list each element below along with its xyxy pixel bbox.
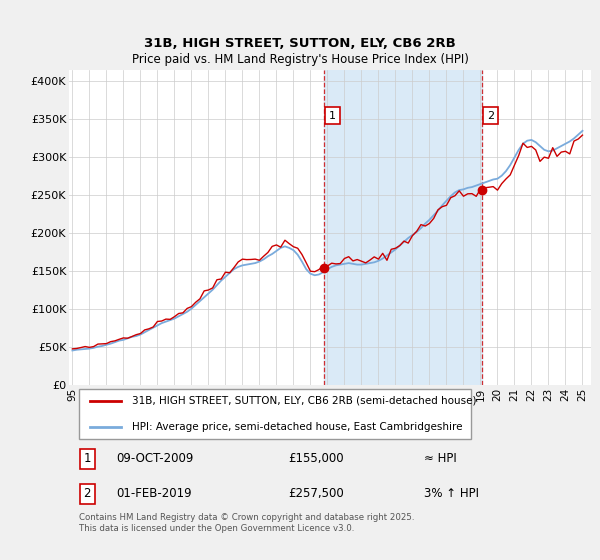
FancyBboxPatch shape [79, 389, 471, 439]
Text: 2: 2 [487, 111, 494, 120]
Text: 1: 1 [329, 111, 335, 120]
Text: Price paid vs. HM Land Registry's House Price Index (HPI): Price paid vs. HM Land Registry's House … [131, 53, 469, 66]
Text: HPI: Average price, semi-detached house, East Cambridgeshire: HPI: Average price, semi-detached house,… [131, 422, 462, 432]
Text: 2: 2 [83, 487, 91, 500]
Text: £155,000: £155,000 [288, 452, 344, 465]
Text: 3% ↑ HPI: 3% ↑ HPI [424, 487, 479, 500]
Text: 1: 1 [83, 452, 91, 465]
Bar [323, 70, 482, 385]
Text: £257,500: £257,500 [288, 487, 344, 500]
Text: Contains HM Land Registry data © Crown copyright and database right 2025.
This d: Contains HM Land Registry data © Crown c… [79, 513, 415, 533]
Text: ≈ HPI: ≈ HPI [424, 452, 457, 465]
Text: 09-OCT-2009: 09-OCT-2009 [116, 452, 193, 465]
Text: 31B, HIGH STREET, SUTTON, ELY, CB6 2RB (semi-detached house): 31B, HIGH STREET, SUTTON, ELY, CB6 2RB (… [131, 396, 476, 406]
Text: 01-FEB-2019: 01-FEB-2019 [116, 487, 191, 500]
Text: 31B, HIGH STREET, SUTTON, ELY, CB6 2RB: 31B, HIGH STREET, SUTTON, ELY, CB6 2RB [144, 38, 456, 50]
